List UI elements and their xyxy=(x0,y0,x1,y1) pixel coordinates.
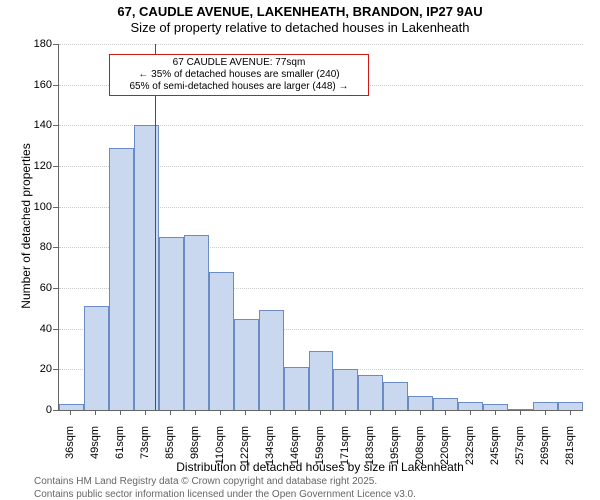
bar xyxy=(508,409,533,410)
plot-area: 67 CAUDLE AVENUE: 77sqm← 35% of detached… xyxy=(58,44,583,411)
bar xyxy=(284,367,309,410)
y-tick-mark xyxy=(53,369,58,370)
x-tick-mark xyxy=(470,410,471,415)
bar xyxy=(109,148,134,410)
x-tick-label: 134sqm xyxy=(264,426,276,476)
y-tick-label: 80 xyxy=(24,241,52,253)
y-tick-mark xyxy=(53,288,58,289)
y-tick-label: 20 xyxy=(24,363,52,375)
x-tick-mark xyxy=(545,410,546,415)
x-tick-label: 195sqm xyxy=(389,426,401,476)
x-tick-mark xyxy=(570,410,571,415)
chart-title-block: 67, CAUDLE AVENUE, LAKENHEATH, BRANDON, … xyxy=(0,4,600,37)
y-tick-mark xyxy=(53,207,58,208)
x-tick-label: 232sqm xyxy=(464,426,476,476)
x-tick-label: 98sqm xyxy=(189,426,201,476)
y-tick-label: 0 xyxy=(24,404,52,416)
x-tick-label: 171sqm xyxy=(339,426,351,476)
x-tick-label: 110sqm xyxy=(214,426,226,476)
y-tick-mark xyxy=(53,85,58,86)
chart-footer: Contains HM Land Registry data © Crown c… xyxy=(0,476,600,500)
y-tick-label: 40 xyxy=(24,323,52,335)
x-tick-mark xyxy=(495,410,496,415)
x-tick-label: 122sqm xyxy=(239,426,251,476)
x-tick-label: 183sqm xyxy=(364,426,376,476)
y-tick-mark xyxy=(53,44,58,45)
bar xyxy=(309,351,334,410)
x-tick-label: 85sqm xyxy=(164,426,176,476)
x-tick-label: 36sqm xyxy=(64,426,76,476)
bar xyxy=(234,319,259,411)
footer-line1: Contains HM Land Registry data © Crown c… xyxy=(34,476,600,489)
bar xyxy=(558,402,583,410)
x-tick-mark xyxy=(220,410,221,415)
x-tick-label: 269sqm xyxy=(539,426,551,476)
y-tick-label: 120 xyxy=(24,160,52,172)
x-tick-mark xyxy=(145,410,146,415)
x-tick-label: 73sqm xyxy=(139,426,151,476)
x-tick-mark xyxy=(95,410,96,415)
callout-line: ← 35% of detached houses are smaller (24… xyxy=(114,69,364,81)
marker-line xyxy=(155,44,156,410)
x-tick-mark xyxy=(245,410,246,415)
y-tick-label: 180 xyxy=(24,38,52,50)
bar xyxy=(383,382,408,410)
bar xyxy=(259,310,284,410)
x-tick-mark xyxy=(120,410,121,415)
bar xyxy=(333,369,358,410)
x-tick-mark xyxy=(445,410,446,415)
callout-line: 65% of semi-detached houses are larger (… xyxy=(114,81,364,93)
x-tick-label: 281sqm xyxy=(564,426,576,476)
bar xyxy=(483,404,508,410)
footer-line2: Contains public sector information licen… xyxy=(34,489,600,500)
y-tick-mark xyxy=(53,410,58,411)
bar xyxy=(533,402,558,410)
y-tick-mark xyxy=(53,125,58,126)
bar xyxy=(358,375,383,410)
x-tick-mark xyxy=(520,410,521,415)
x-tick-label: 61sqm xyxy=(114,426,126,476)
x-tick-label: 146sqm xyxy=(289,426,301,476)
bar xyxy=(433,398,458,410)
x-tick-label: 159sqm xyxy=(314,426,326,476)
bar xyxy=(184,235,209,410)
x-tick-label: 220sqm xyxy=(439,426,451,476)
bar xyxy=(458,402,483,410)
y-tick-label: 60 xyxy=(24,282,52,294)
chart-title-line1: 67, CAUDLE AVENUE, LAKENHEATH, BRANDON, … xyxy=(0,4,600,20)
bar xyxy=(209,272,234,410)
x-tick-mark xyxy=(295,410,296,415)
x-tick-mark xyxy=(420,410,421,415)
bar xyxy=(159,237,184,410)
x-tick-mark xyxy=(270,410,271,415)
bar xyxy=(59,404,84,410)
callout-line: 67 CAUDLE AVENUE: 77sqm xyxy=(114,57,364,69)
x-tick-mark xyxy=(195,410,196,415)
y-tick-mark xyxy=(53,166,58,167)
gridline xyxy=(59,44,583,45)
bar xyxy=(408,396,433,410)
x-tick-label: 245sqm xyxy=(489,426,501,476)
y-tick-label: 140 xyxy=(24,119,52,131)
callout-box: 67 CAUDLE AVENUE: 77sqm← 35% of detached… xyxy=(109,54,369,96)
x-tick-mark xyxy=(320,410,321,415)
y-axis-title: Number of detached properties xyxy=(19,43,33,409)
x-tick-mark xyxy=(70,410,71,415)
y-tick-mark xyxy=(53,329,58,330)
x-tick-label: 208sqm xyxy=(414,426,426,476)
chart-container: 67, CAUDLE AVENUE, LAKENHEATH, BRANDON, … xyxy=(0,0,600,500)
x-tick-mark xyxy=(370,410,371,415)
x-tick-label: 49sqm xyxy=(89,426,101,476)
x-tick-mark xyxy=(170,410,171,415)
y-tick-label: 100 xyxy=(24,201,52,213)
x-tick-mark xyxy=(345,410,346,415)
x-tick-label: 257sqm xyxy=(514,426,526,476)
y-tick-label: 160 xyxy=(24,79,52,91)
y-tick-mark xyxy=(53,247,58,248)
bar xyxy=(84,306,109,410)
chart-title-line2: Size of property relative to detached ho… xyxy=(0,20,600,36)
x-tick-mark xyxy=(395,410,396,415)
